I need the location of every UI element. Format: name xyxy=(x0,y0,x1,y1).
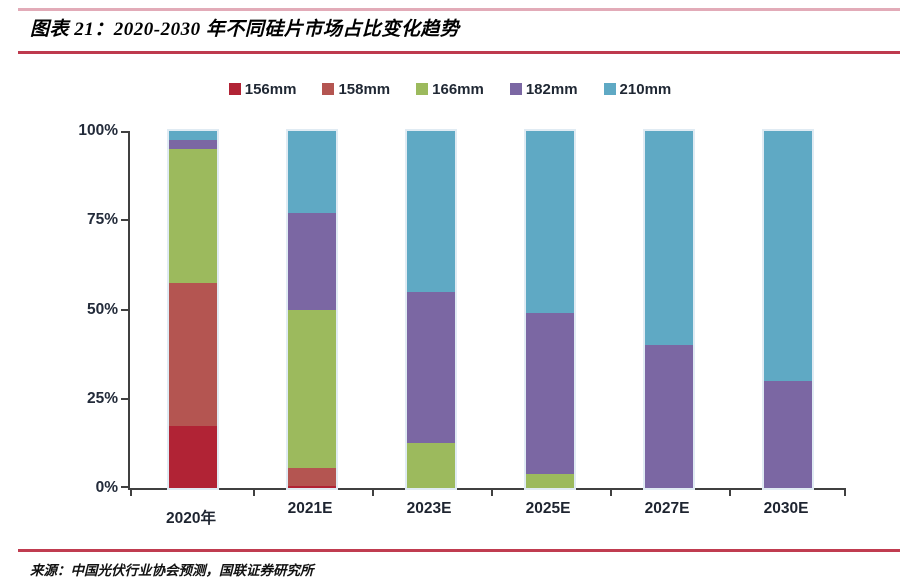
legend-item-166mm: 166mm xyxy=(415,80,484,98)
bar-segment-182mm xyxy=(764,380,812,488)
bar-segment-210mm xyxy=(407,131,455,292)
top-rule xyxy=(18,8,900,11)
legend-label: 182mm xyxy=(525,80,578,98)
x-axis-tick xyxy=(490,490,493,496)
y-axis-tick xyxy=(121,131,129,133)
bar-segment-166mm xyxy=(526,473,574,488)
legend-item-210mm: 210mm xyxy=(602,80,672,98)
x-axis-tick-label: 2027E xyxy=(644,500,690,517)
bar-segment-166mm xyxy=(169,148,217,283)
bar-segment-182mm xyxy=(169,139,217,149)
x-axis-tick xyxy=(728,490,731,496)
y-axis-tick xyxy=(121,486,129,488)
y-axis-tick-label: 50% xyxy=(86,300,118,318)
y-axis-tick-label: 25% xyxy=(86,389,118,407)
x-axis-tick-label: 2030E xyxy=(763,500,809,517)
title-rule xyxy=(18,51,900,54)
bar-segment-158mm xyxy=(169,282,217,426)
bar-segment-182mm xyxy=(526,313,574,474)
chart-legend: 156mm 158mm 166mm 182mm 210mm xyxy=(0,79,900,99)
plot-area xyxy=(121,129,846,496)
stacked-bar-2023E xyxy=(405,129,457,490)
x-axis-tick-label: 2025E xyxy=(525,500,571,517)
stacked-bar-2020年 xyxy=(167,129,219,490)
legend-item-182mm: 182mm xyxy=(508,80,578,98)
x-axis-tick xyxy=(844,490,846,496)
y-axis-tick-label: 0% xyxy=(95,479,118,496)
legend-swatch-icon xyxy=(415,82,430,96)
x-axis-tick-label: 2021E xyxy=(287,500,333,517)
y-axis-tick xyxy=(121,397,129,400)
legend-label: 158mm xyxy=(338,80,391,98)
bar-segment-182mm xyxy=(288,213,336,310)
legend-label: 166mm xyxy=(432,80,484,98)
x-axis-tick xyxy=(371,490,374,496)
bar-segment-156mm xyxy=(169,425,217,488)
bar-segment-156mm xyxy=(288,486,336,488)
figure-title: 图表 21：2020-2030 年不同硅片市场占比变化趋势 xyxy=(30,19,460,40)
stacked-bar-2021E xyxy=(286,129,338,490)
legend-item-158mm: 158mm xyxy=(321,80,391,98)
y-axis-tick-label: 75% xyxy=(86,211,118,229)
bar-segment-210mm xyxy=(764,131,812,381)
legend-item-156mm: 156mm xyxy=(227,80,297,98)
y-axis-tick-label: 100% xyxy=(78,122,118,139)
stacked-bar-2030E xyxy=(762,129,814,490)
stacked-bar-2027E xyxy=(643,129,695,490)
y-axis-tick xyxy=(121,219,129,222)
y-axis-tick xyxy=(121,308,129,311)
bar-segment-210mm xyxy=(288,131,336,214)
bar-segment-182mm xyxy=(645,345,693,488)
legend-label: 210mm xyxy=(619,80,672,98)
bar-segment-210mm xyxy=(645,131,693,346)
legend-label: 156mm xyxy=(244,80,297,98)
bar-segment-166mm xyxy=(407,443,455,488)
figure-source: 来源：中国光伏行业协会预测，国联证券研究所 xyxy=(30,563,314,578)
x-axis-tick-label: 2020年 xyxy=(166,510,216,527)
bar-segment-158mm xyxy=(288,468,336,487)
y-axis-labels: 0% 25% 50% 75% 100% xyxy=(0,122,118,496)
legend-swatch-icon xyxy=(508,82,523,96)
bar-segment-210mm xyxy=(169,131,217,140)
bar-segment-182mm xyxy=(407,291,455,444)
bar-segment-166mm xyxy=(288,309,336,469)
x-axis-tick xyxy=(252,490,255,496)
legend-swatch-icon xyxy=(227,82,242,96)
x-axis-tick xyxy=(130,490,132,496)
x-axis-tick xyxy=(609,490,612,496)
stacked-bar-2025E xyxy=(524,129,576,490)
x-axis-labels: 2020年 2021E 2023E 2025E 2027E 2030E xyxy=(128,500,844,527)
legend-swatch-icon xyxy=(602,82,617,96)
legend-swatch-icon xyxy=(321,82,336,96)
bottom-rule xyxy=(18,549,900,552)
bar-segment-210mm xyxy=(526,131,574,314)
x-axis-tick-label: 2023E xyxy=(406,500,452,517)
